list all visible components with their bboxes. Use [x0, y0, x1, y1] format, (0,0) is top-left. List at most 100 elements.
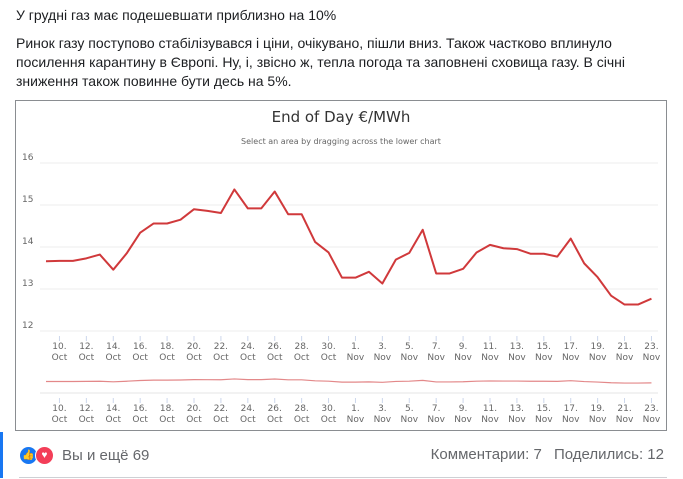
x-tick-month: Nov: [643, 353, 661, 363]
x-tick-month: Nov: [427, 353, 445, 363]
love-icon: ♥: [35, 446, 54, 465]
price-line: [45, 188, 652, 306]
post-title: У грудні газ має подешевшати приблизно н…: [16, 7, 337, 23]
navigator-x-tick-month: Nov: [508, 415, 526, 425]
x-tick-day: 1.: [351, 342, 360, 352]
x-tick-month: Nov: [535, 353, 553, 363]
navigator-x-tick-month: Oct: [321, 415, 337, 425]
x-tick-month: Oct: [294, 353, 310, 363]
y-tick-label: 15: [22, 195, 33, 205]
navigator-x-tick-day: 17.: [564, 404, 578, 414]
navigator-x-tick-month: Nov: [643, 415, 661, 425]
x-tick-month: Nov: [562, 353, 580, 363]
navigator-line: [45, 378, 652, 384]
navigator-x-tick-day: 20.: [187, 404, 201, 414]
x-tick-day: 5.: [405, 342, 414, 352]
navigator-x-tick-day: 9.: [459, 404, 468, 414]
navigator-x-tick-month: Nov: [347, 415, 365, 425]
divider: [19, 477, 667, 478]
x-tick-day: 23.: [644, 342, 658, 352]
x-tick-month: Nov: [400, 353, 418, 363]
x-tick-month: Oct: [321, 353, 337, 363]
y-tick-label: 14: [22, 237, 34, 247]
navigator-x-tick-day: 18.: [160, 404, 174, 414]
navigator-x-tick-day: 3.: [378, 404, 387, 414]
x-tick-day: 12.: [79, 342, 93, 352]
navigator-x-tick-day: 19.: [590, 404, 604, 414]
x-tick-month: Nov: [374, 353, 392, 363]
navigator-x-tick-month: Oct: [52, 415, 68, 425]
x-tick-month: Nov: [481, 353, 499, 363]
navigator-x-tick-day: 5.: [405, 404, 414, 414]
price-chart[interactable]: End of Day €/MWh Select an area by draggi…: [15, 100, 667, 431]
navigator-x-tick-month: Nov: [427, 415, 445, 425]
navigator-x-tick-month: Oct: [267, 415, 283, 425]
x-tick-day: 13.: [510, 342, 524, 352]
x-tick-month: Oct: [240, 353, 256, 363]
x-tick-month: Oct: [79, 353, 95, 363]
x-tick-day: 10.: [52, 342, 66, 352]
chart-subtitle: Select an area by dragging across the lo…: [241, 137, 441, 146]
navigator-x-tick-day: 11.: [483, 404, 497, 414]
x-tick-day: 19.: [590, 342, 604, 352]
chart-title: End of Day €/MWh: [272, 108, 411, 126]
x-tick-month: Nov: [454, 353, 472, 363]
navigator-x-tick-day: 16.: [133, 404, 147, 414]
x-tick-month: Oct: [159, 353, 175, 363]
navigator-x-tick-month: Nov: [454, 415, 472, 425]
navigator-x-tick-day: 28.: [294, 404, 308, 414]
y-tick-label: 13: [22, 279, 33, 289]
x-tick-month: Oct: [186, 353, 202, 363]
navigator-x-tick-day: 1.: [351, 404, 360, 414]
navigator-x-tick-day: 30.: [321, 404, 335, 414]
x-tick-month: Nov: [347, 353, 365, 363]
navigator-x-tick-month: Nov: [481, 415, 499, 425]
y-tick-label: 16: [22, 153, 34, 163]
x-tick-day: 7.: [432, 342, 441, 352]
x-tick-day: 14.: [106, 342, 120, 352]
x-tick-day: 22.: [214, 342, 228, 352]
like-icon: 👍: [19, 446, 38, 465]
navigator-x-tick-day: 12.: [79, 404, 93, 414]
x-tick-day: 21.: [617, 342, 631, 352]
navigator-x-tick-month: Nov: [400, 415, 418, 425]
x-tick-month: Nov: [508, 353, 526, 363]
navigator-x-tick-month: Oct: [213, 415, 229, 425]
x-tick-day: 26.: [268, 342, 282, 352]
x-tick-day: 16.: [133, 342, 147, 352]
navigator-x-tick-month: Nov: [562, 415, 580, 425]
navigator-x-tick-month: Oct: [294, 415, 310, 425]
x-tick-day: 15.: [537, 342, 551, 352]
comments-link[interactable]: Комментарии: 7: [430, 446, 542, 463]
reactions-count[interactable]: Вы и ещё 69: [62, 447, 150, 464]
navigator-x-tick-month: Oct: [159, 415, 175, 425]
navigator-x-tick-day: 10.: [52, 404, 66, 414]
navigator-x-tick-month: Oct: [240, 415, 256, 425]
x-tick-day: 20.: [187, 342, 201, 352]
navigator-x-tick-month: Oct: [79, 415, 95, 425]
navigator-x-tick-month: Nov: [535, 415, 553, 425]
x-tick-day: 24.: [241, 342, 255, 352]
navigator-x-tick-month: Oct: [105, 415, 121, 425]
chart-svg[interactable]: End of Day €/MWh Select an area by draggi…: [16, 101, 666, 430]
x-tick-day: 11.: [483, 342, 497, 352]
x-tick-day: 28.: [294, 342, 308, 352]
navigator-x-tick-month: Oct: [132, 415, 148, 425]
reactions[interactable]: 👍 ♥ Вы и ещё 69: [19, 446, 149, 465]
x-tick-day: 18.: [160, 342, 174, 352]
navigator-x-tick-month: Nov: [374, 415, 392, 425]
x-tick-month: Oct: [132, 353, 148, 363]
navigator-x-tick-day: 23.: [644, 404, 658, 414]
x-tick-day: 3.: [378, 342, 387, 352]
x-tick-month: Nov: [589, 353, 607, 363]
post-footer: 👍 ♥ Вы и ещё 69 Комментарии: 7 Поделилис…: [0, 432, 683, 478]
navigator-x-tick-day: 14.: [106, 404, 120, 414]
navigator-x-tick-month: Nov: [589, 415, 607, 425]
navigator-x-tick-day: 7.: [432, 404, 441, 414]
navigator-x-tick-day: 21.: [617, 404, 631, 414]
navigator-x-tick-day: 15.: [537, 404, 551, 414]
navigator-x-tick-day: 26.: [268, 404, 282, 414]
shares-link[interactable]: Поделились: 12: [554, 446, 664, 463]
navigator-x-tick-day: 22.: [214, 404, 228, 414]
x-tick-month: Oct: [267, 353, 283, 363]
